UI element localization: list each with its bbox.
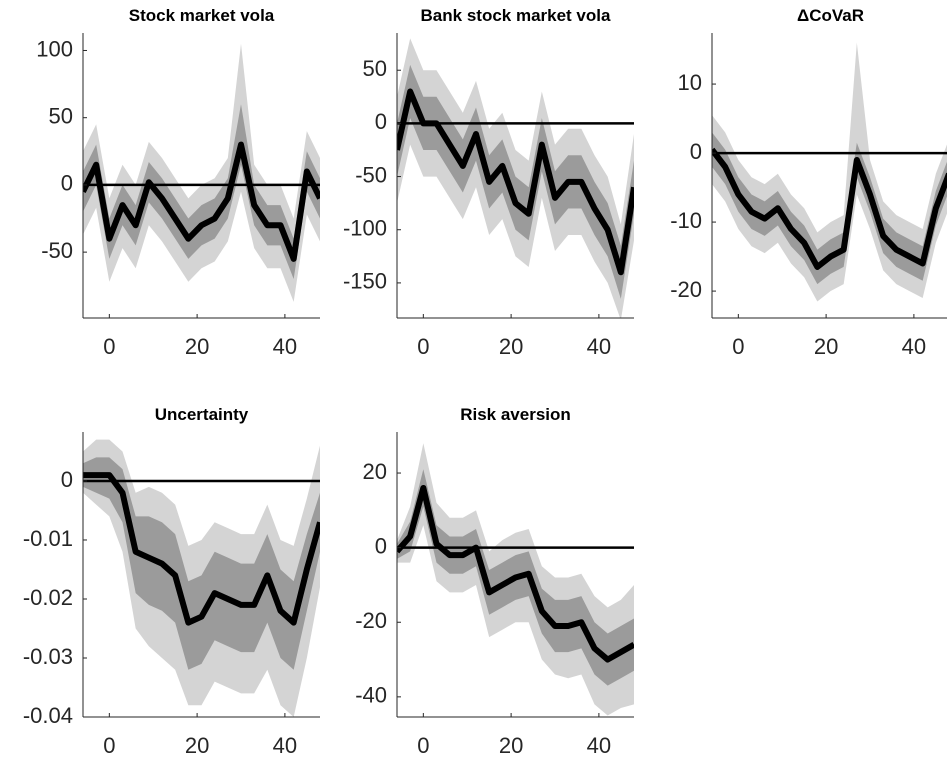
y-tick-label: 50 [363, 56, 387, 81]
plot-area [83, 439, 320, 717]
median-line [397, 484, 634, 663]
y-tick-label: -0.04 [23, 703, 73, 728]
plot-area [83, 43, 320, 302]
y-tick-label: -50 [41, 238, 73, 263]
median-line [397, 88, 634, 276]
panel: ΔCoVaR -20 -10 0 10 0 20 40 [670, 6, 947, 359]
y-tick-label: 0 [61, 467, 73, 492]
x-tick-label: 0 [103, 334, 115, 359]
y-tick-label: -50 [355, 162, 387, 187]
median-line [83, 472, 320, 626]
confidence-band [83, 43, 320, 302]
x-tick-label: 40 [587, 334, 611, 359]
x-tick-label: 20 [499, 733, 523, 758]
y-tick-label: -40 [355, 683, 387, 708]
y-tick-label: -20 [670, 277, 702, 302]
x-tick-label: 20 [185, 334, 209, 359]
plot-area [397, 38, 634, 318]
y-tick-label: -100 [343, 216, 387, 241]
y-tick-label: 0 [375, 109, 387, 134]
y-tick-label: -10 [670, 208, 702, 233]
x-tick-label: 20 [499, 334, 523, 359]
x-tick-label: 20 [185, 733, 209, 758]
panel-title: Stock market vola [129, 6, 275, 25]
plot-area [712, 42, 947, 302]
panel-title: ΔCoVaR [797, 6, 864, 25]
y-tick-label: 10 [678, 70, 702, 95]
y-tick-label: -0.02 [23, 585, 73, 610]
x-tick-label: 40 [273, 334, 297, 359]
x-tick-label: 20 [814, 334, 838, 359]
y-tick-label: -20 [355, 608, 387, 633]
y-tick-label: 20 [363, 459, 387, 484]
panel-title: Uncertainty [155, 405, 249, 424]
confidence-band [712, 132, 947, 285]
x-tick-label: 0 [732, 334, 744, 359]
panel: Uncertainty -0.04 -0.03 -0.02 -0.01 0 0 20 40 [23, 405, 320, 758]
y-tick-label: -150 [343, 269, 387, 294]
y-tick-label: 0 [375, 533, 387, 558]
x-tick-label: 40 [587, 733, 611, 758]
y-tick-label: -0.01 [23, 526, 73, 551]
y-tick-label: -0.03 [23, 644, 73, 669]
x-tick-label: 0 [103, 733, 115, 758]
panel: Bank stock market vola -150 -100 -50 0 50 0 20 4… [343, 6, 634, 359]
panel-title: Bank stock market vola [421, 6, 611, 25]
y-tick-label: 50 [49, 104, 73, 129]
y-tick-label: 100 [36, 36, 73, 61]
x-tick-label: 0 [417, 334, 429, 359]
x-tick-label: 40 [902, 334, 926, 359]
confidence-band [83, 104, 320, 280]
y-tick-label: 0 [61, 171, 73, 196]
panel-title: Risk aversion [460, 405, 571, 424]
median-line [712, 147, 947, 270]
panel: Stock market vola -50 0 50 100 0 20 40 [36, 6, 320, 359]
confidence-band [83, 457, 320, 670]
plot-area [397, 443, 634, 716]
confidence-band [397, 64, 634, 299]
y-tick-label: 0 [690, 139, 702, 164]
x-tick-label: 0 [417, 733, 429, 758]
panel: Risk aversion -40 -20 0 20 0 20 40 [355, 405, 634, 758]
median-line [83, 141, 320, 262]
x-tick-label: 40 [273, 733, 297, 758]
